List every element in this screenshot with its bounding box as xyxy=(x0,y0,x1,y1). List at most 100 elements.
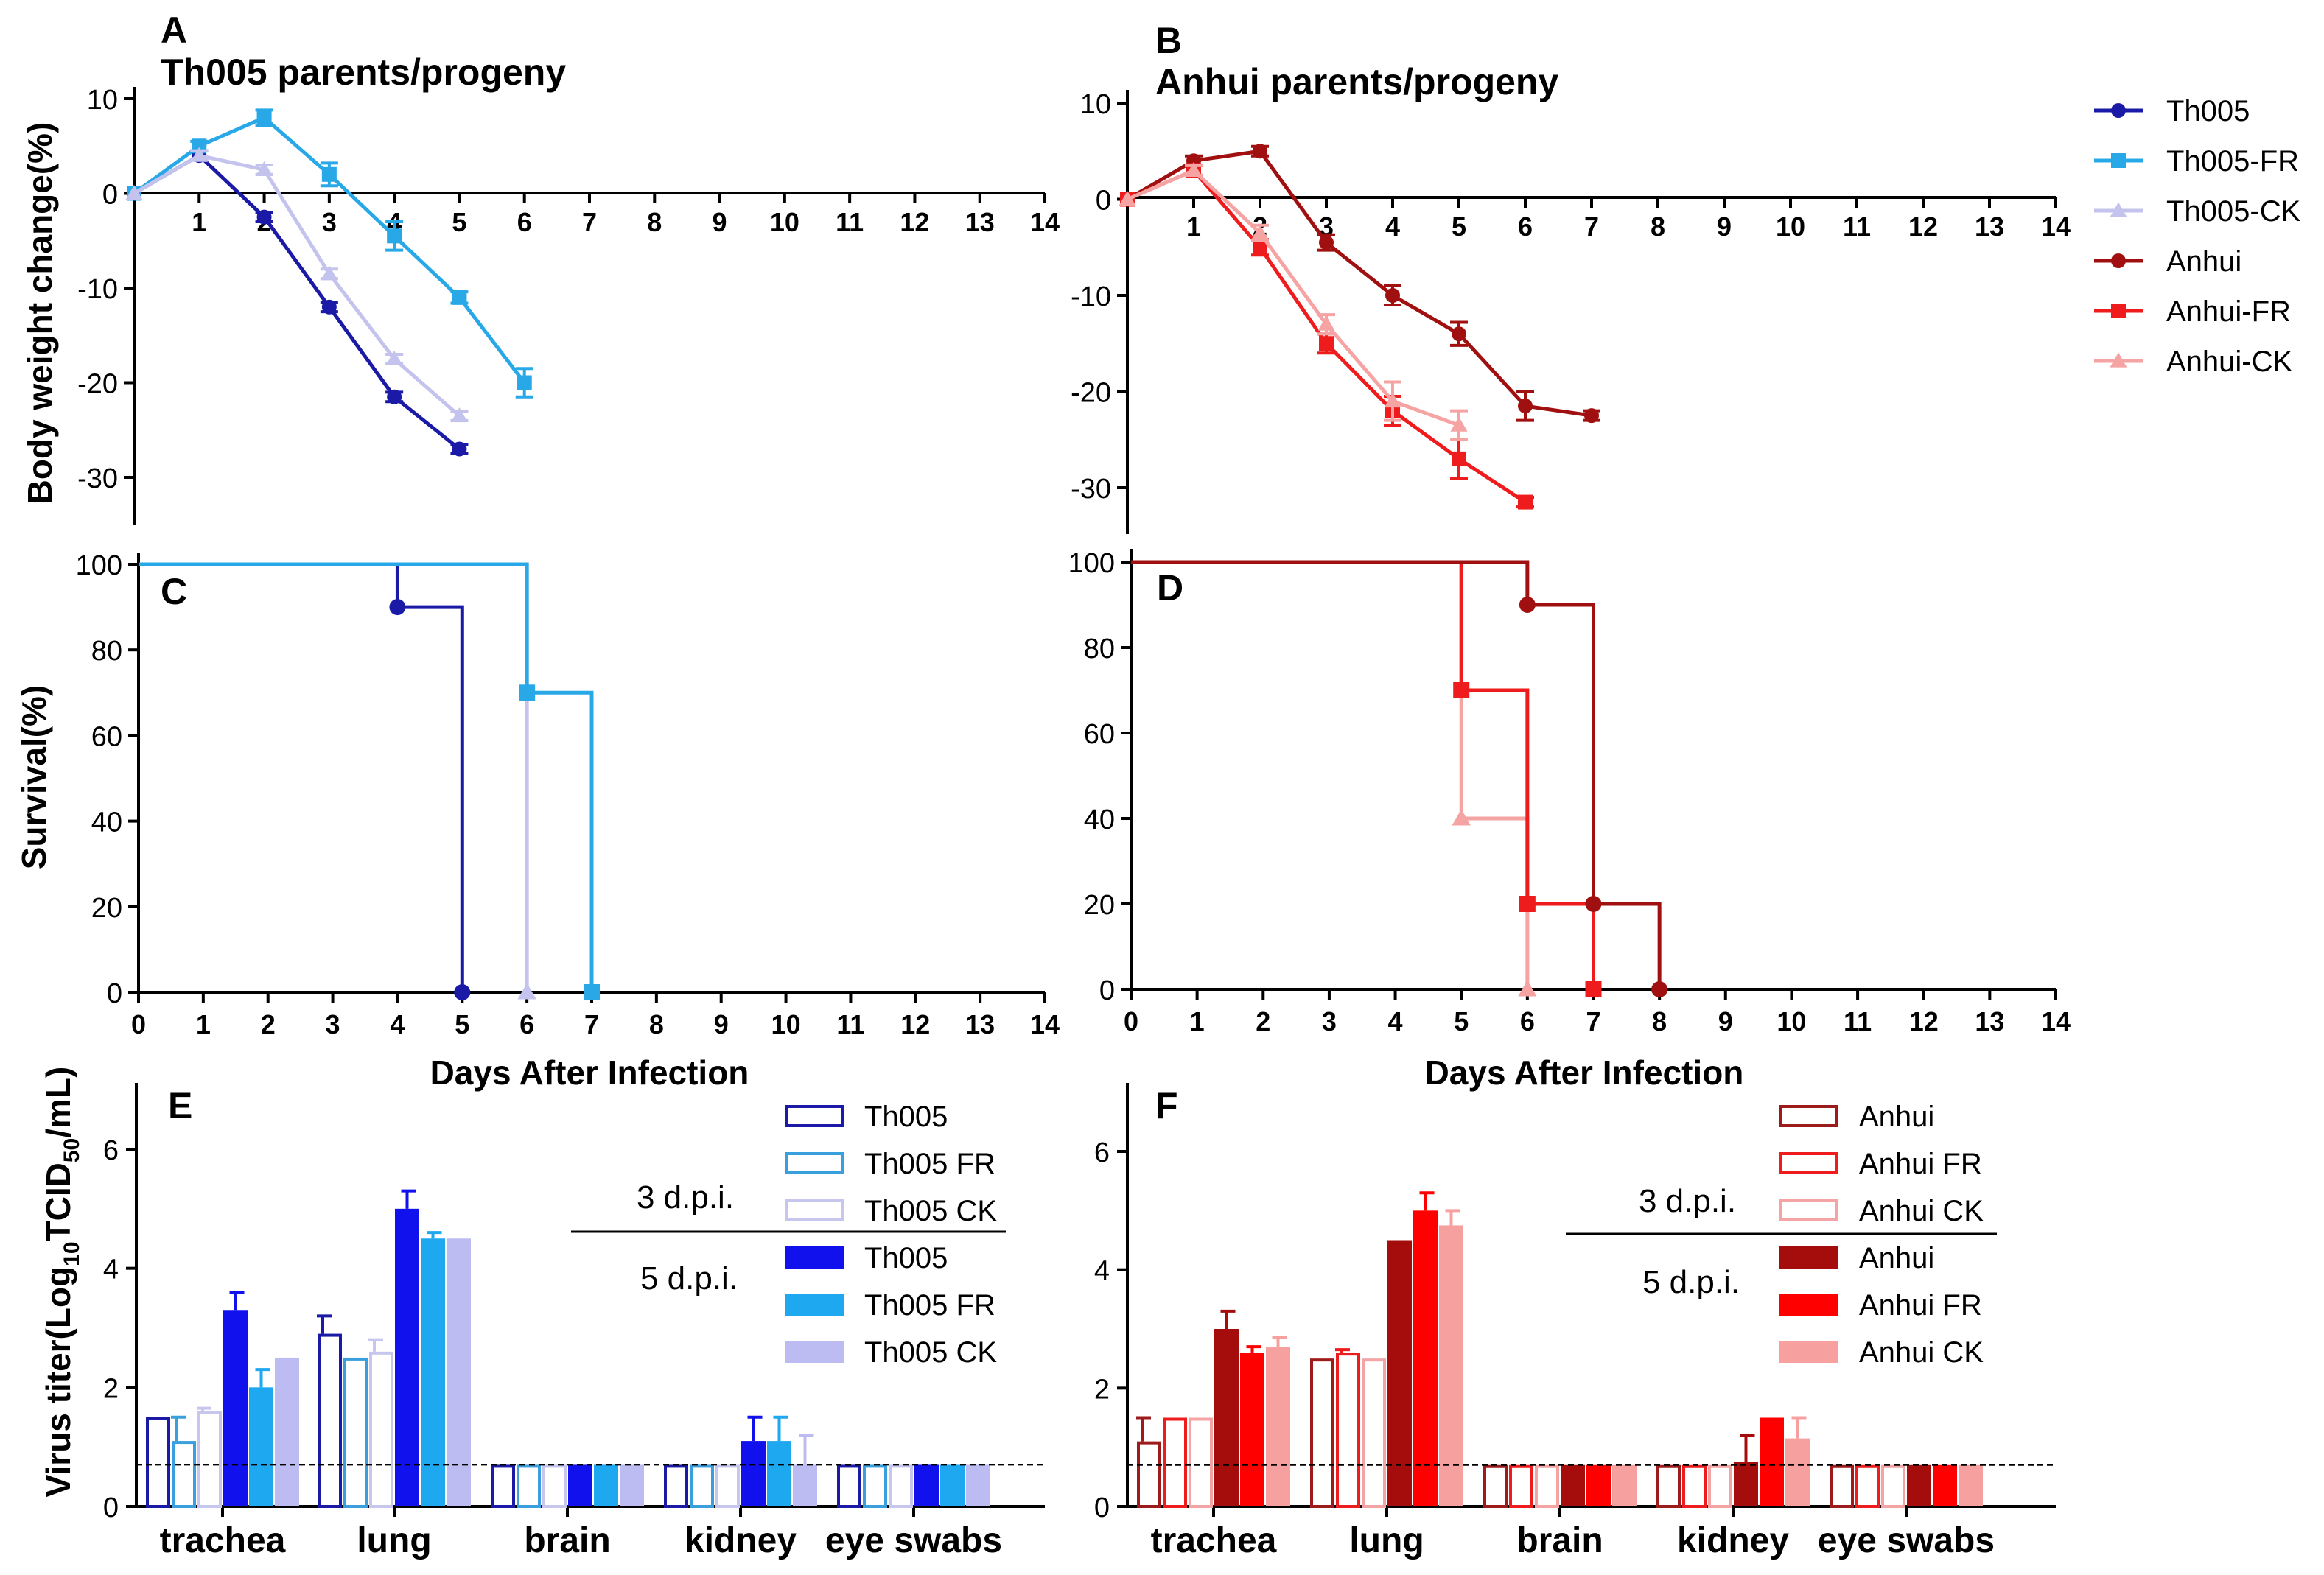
y-tick-label: 2 xyxy=(103,1373,119,1404)
y-tick-label: 100 xyxy=(76,550,122,581)
panel-label-f: F xyxy=(1155,1085,1178,1126)
bar xyxy=(343,1357,368,1508)
data-point xyxy=(1518,399,1533,414)
x-tick-label: 1 xyxy=(1186,211,1201,242)
series-anhui-ck xyxy=(1131,560,1537,997)
x-tick-label: 10 xyxy=(771,1009,801,1039)
y-tick-label: -20 xyxy=(1071,378,1111,409)
bar xyxy=(369,1351,393,1509)
bar xyxy=(715,1464,740,1508)
x-tick-label: 8 xyxy=(647,207,662,237)
y-axis-title-titer: Virus titer(Log10TCID50/mL) xyxy=(39,1067,84,1498)
x-tick-label: 9 xyxy=(1718,1006,1733,1036)
survival-step-line xyxy=(1131,560,1530,989)
x-tick-label: 10 xyxy=(770,207,799,237)
x-tick-label: 4 xyxy=(1385,211,1400,242)
data-point xyxy=(517,983,536,1000)
legend-swatch xyxy=(1779,1294,1838,1316)
data-point xyxy=(1450,416,1468,432)
series-anhui xyxy=(1131,560,1668,997)
x-tick-label: 0 xyxy=(131,1009,146,1039)
legend-label: Anhui-FR xyxy=(2166,295,2291,328)
x-tick-label: 13 xyxy=(965,1009,995,1039)
bar xyxy=(1439,1225,1463,1506)
data-point xyxy=(1452,809,1471,826)
bar xyxy=(1760,1417,1784,1506)
survival-step-line xyxy=(1131,560,1595,989)
legend-swatch xyxy=(785,1152,844,1174)
y-tick-label: 6 xyxy=(1094,1137,1110,1168)
data-point xyxy=(1453,682,1470,698)
data-point xyxy=(1251,224,1269,239)
data-point xyxy=(256,110,272,125)
bar xyxy=(863,1464,887,1508)
dpi3-label-e: 3 d.p.i. xyxy=(637,1179,734,1216)
legend-top: Th005 Th005-FR Th005-CK Anhui Anhui-FR Anhui-… xyxy=(2094,95,2301,378)
y-tick-label: 4 xyxy=(103,1255,119,1285)
legend-label: Anhui FR xyxy=(1859,1289,1982,1322)
x-tick-label: 3 xyxy=(326,1009,340,1039)
y-tick-label: 80 xyxy=(1084,634,1115,664)
legend-marker xyxy=(2111,103,2126,118)
x-tick-label: 14 xyxy=(2041,211,2071,242)
data-point xyxy=(1585,981,1602,997)
y-tick-label: -10 xyxy=(77,274,118,305)
legend-label: Th005 xyxy=(864,1101,948,1133)
legend-swatch xyxy=(785,1341,844,1363)
panel-title-b: Anhui parents/progeny xyxy=(1155,61,1558,102)
legend-swatch xyxy=(1779,1341,1838,1363)
x-tick-label: 11 xyxy=(1843,211,1871,242)
bar xyxy=(889,1464,913,1508)
panel-label-d: D xyxy=(1157,567,1183,608)
x-tick-label: 12 xyxy=(900,207,929,237)
bar xyxy=(594,1464,618,1506)
bar xyxy=(1266,1347,1290,1506)
panel-title-a: Th005 parents/progeny xyxy=(161,52,566,93)
data-point xyxy=(452,441,467,457)
bar xyxy=(1785,1438,1810,1506)
y-tick-label: 10 xyxy=(87,85,118,116)
legend-f: Anhui Anhui FR Anhui CK Anhui Anhui FR Anhui … xyxy=(1779,1101,1984,1369)
bar xyxy=(1612,1464,1637,1506)
data-point xyxy=(1185,161,1203,177)
panel-label-a: A xyxy=(161,10,187,51)
legend-swatch xyxy=(785,1246,844,1269)
x-tick-label: 9 xyxy=(1717,211,1732,242)
survival-step-line xyxy=(139,562,594,992)
bar xyxy=(741,1441,766,1506)
series-th005-ck xyxy=(139,562,536,1000)
legend-marker xyxy=(2110,202,2127,217)
x-tick-label: 6 xyxy=(1518,211,1533,242)
panel-label-b: B xyxy=(1155,20,1182,61)
y-tick-label: 60 xyxy=(91,721,122,752)
x-tick-label: 6 xyxy=(519,1009,534,1039)
legend-label: Th005 xyxy=(2166,95,2250,127)
bar xyxy=(940,1464,965,1506)
series-anhui xyxy=(1120,144,1600,424)
legend-label: Anhui CK xyxy=(1859,1336,1984,1369)
bar xyxy=(275,1357,299,1506)
legend-marker xyxy=(2110,352,2127,368)
x-tick-label: 13 xyxy=(965,207,995,237)
series-line xyxy=(133,153,461,418)
data-point xyxy=(1253,239,1267,255)
x-tick-label: 7 xyxy=(582,207,597,237)
data-point xyxy=(452,290,467,305)
y-tick-label: 100 xyxy=(1068,548,1115,579)
bar xyxy=(1163,1417,1187,1508)
x-tick-label: 8 xyxy=(1651,211,1665,242)
x-tick-label: 12 xyxy=(900,1009,930,1039)
data-point xyxy=(387,389,402,404)
chart-panel-e: 0 2 4 6 trachea lung brain kidney eye swabs xyxy=(103,1083,1045,1560)
x-tick-label: 14 xyxy=(2041,1006,2071,1036)
x-tick-label: 7 xyxy=(1586,1006,1600,1036)
x-tick-label: 4 xyxy=(1388,1006,1403,1036)
category-label: brain xyxy=(524,1521,610,1560)
data-point xyxy=(1584,408,1599,424)
data-point xyxy=(450,407,468,423)
y-tick-label: 60 xyxy=(1084,719,1115,750)
data-point xyxy=(190,147,208,162)
x-tick-label: 6 xyxy=(1520,1006,1535,1036)
